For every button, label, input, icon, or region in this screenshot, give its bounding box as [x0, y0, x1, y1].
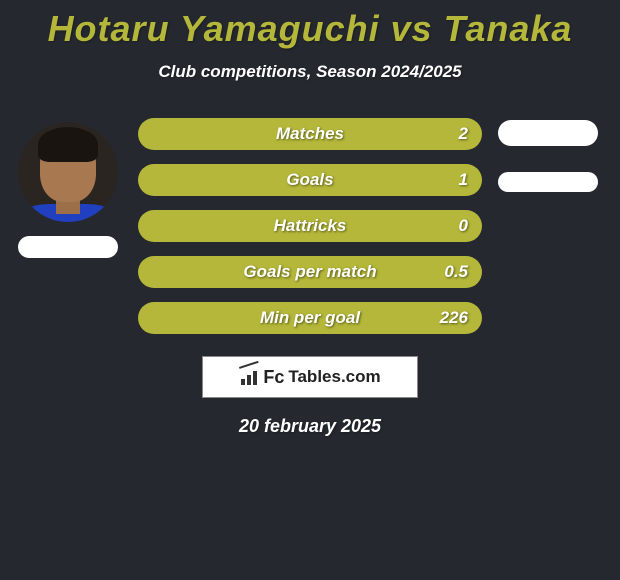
- stat-value: 0.5: [444, 262, 468, 282]
- stat-value: 0: [459, 216, 468, 236]
- stat-value: 2: [459, 124, 468, 144]
- stat-row-goals: Goals 1: [138, 164, 482, 196]
- player-left: [8, 112, 128, 258]
- player-left-avatar: [18, 122, 118, 222]
- stat-label: Goals: [138, 170, 482, 190]
- comparison-body: Matches 2 Goals 1 Hattricks 0 Goals per …: [0, 112, 620, 352]
- stat-label: Hattricks: [138, 216, 482, 236]
- stat-label: Min per goal: [138, 308, 482, 328]
- stats-bars: Matches 2 Goals 1 Hattricks 0 Goals per …: [138, 118, 482, 348]
- stat-row-goals-per-match: Goals per match 0.5: [138, 256, 482, 288]
- bar-chart-icon: [239, 369, 259, 385]
- player-right-pill-2: [498, 172, 598, 192]
- brand-prefix: Fc: [263, 367, 284, 388]
- date-text: 20 february 2025: [0, 416, 620, 437]
- stat-row-min-per-goal: Min per goal 226: [138, 302, 482, 334]
- comparison-card: Hotaru Yamaguchi vs Tanaka Club competit…: [0, 0, 620, 580]
- player-right-pill-1: [498, 120, 598, 146]
- stat-row-hattricks: Hattricks 0: [138, 210, 482, 242]
- stat-label: Matches: [138, 124, 482, 144]
- stat-label: Goals per match: [138, 262, 482, 282]
- player-left-name-pill: [18, 236, 118, 258]
- attribution-box: FcTables.com: [202, 356, 418, 398]
- page-title: Hotaru Yamaguchi vs Tanaka: [0, 0, 620, 50]
- stat-row-matches: Matches 2: [138, 118, 482, 150]
- page-subtitle: Club competitions, Season 2024/2025: [0, 62, 620, 82]
- stat-value: 1: [459, 170, 468, 190]
- brand-suffix: Tables.com: [288, 367, 380, 387]
- stat-value: 226: [440, 308, 468, 328]
- player-right: [488, 112, 608, 192]
